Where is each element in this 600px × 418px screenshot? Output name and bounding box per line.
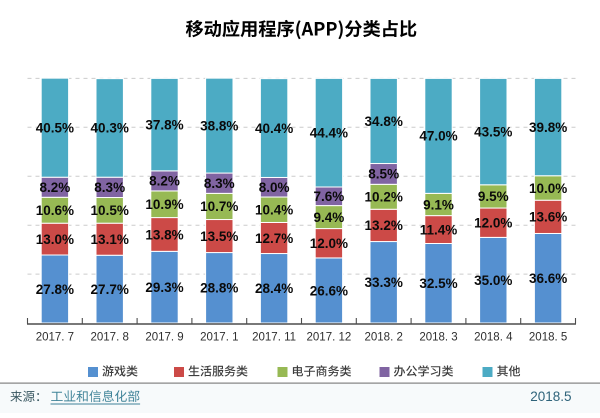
svg-text:33.3%: 33.3% [365,275,403,290]
svg-text:8.3%: 8.3% [204,176,235,191]
svg-text:2017. 8: 2017. 8 [91,332,129,344]
svg-text:28.4%: 28.4% [255,281,293,296]
svg-text:10.5%: 10.5% [91,203,129,218]
svg-text:9.1%: 9.1% [423,197,454,212]
svg-text:27.7%: 27.7% [91,282,129,297]
svg-text:8.2%: 8.2% [40,180,71,195]
svg-text:34.8%: 34.8% [365,114,403,129]
svg-text:11.4%: 11.4% [420,222,458,237]
svg-text:13.8%: 13.8% [145,227,183,242]
svg-text:12.0%: 12.0% [310,236,348,251]
svg-text:37.8%: 37.8% [145,117,183,132]
svg-text:8.5%: 8.5% [368,167,399,182]
svg-text:2018. 3: 2018. 3 [419,332,457,344]
svg-text:9.4%: 9.4% [314,210,345,225]
svg-text:40.3%: 40.3% [91,121,129,136]
svg-text:44.4%: 44.4% [310,126,348,141]
svg-text:8.3%: 8.3% [94,180,125,195]
svg-text:2018. 5: 2018. 5 [529,332,567,344]
svg-text:40.4%: 40.4% [255,121,293,136]
svg-text:2017. 1: 2017. 1 [200,332,238,344]
svg-text:2017. 9: 2017. 9 [145,332,183,344]
svg-text:32.5%: 32.5% [419,276,457,291]
svg-text:10.2%: 10.2% [365,190,403,205]
svg-text:9.5%: 9.5% [478,189,509,204]
svg-text:2017. 11: 2017. 11 [252,332,296,344]
svg-text:2018. 4: 2018. 4 [474,332,513,344]
svg-text:35.0%: 35.0% [474,273,512,288]
svg-text:10.6%: 10.6% [36,203,74,218]
svg-text:36.6%: 36.6% [529,271,567,286]
svg-text:12.0%: 12.0% [474,216,512,231]
svg-text:13.2%: 13.2% [365,218,403,233]
svg-text:27.8%: 27.8% [36,282,74,297]
svg-text:2017. 12: 2017. 12 [307,332,352,344]
svg-text:10.4%: 10.4% [255,203,293,218]
svg-text:7.6%: 7.6% [314,189,345,204]
svg-text:2017. 7: 2017. 7 [36,332,74,344]
svg-text:10.7%: 10.7% [200,199,238,214]
svg-text:26.6%: 26.6% [310,283,348,298]
svg-text:13.0%: 13.0% [36,232,74,247]
svg-text:10.9%: 10.9% [145,197,183,212]
svg-text:13.1%: 13.1% [91,232,129,247]
svg-text:38.8%: 38.8% [200,118,238,133]
svg-text:28.8%: 28.8% [200,281,238,296]
svg-text:10.0%: 10.0% [529,181,567,196]
svg-text:29.3%: 29.3% [145,280,183,295]
svg-text:13.5%: 13.5% [200,229,238,244]
svg-text:40.5%: 40.5% [36,121,74,136]
svg-text:13.6%: 13.6% [529,210,567,225]
svg-text:8.0%: 8.0% [259,180,290,195]
svg-text:47.0%: 47.0% [419,129,457,144]
svg-text:2018.5: 2018.5 [530,389,571,404]
svg-text:39.8%: 39.8% [529,120,567,135]
svg-text:8.2%: 8.2% [149,174,180,189]
svg-text:43.5%: 43.5% [474,124,512,139]
svg-text:2018. 2: 2018. 2 [365,332,403,344]
svg-text:12.7%: 12.7% [255,231,293,246]
